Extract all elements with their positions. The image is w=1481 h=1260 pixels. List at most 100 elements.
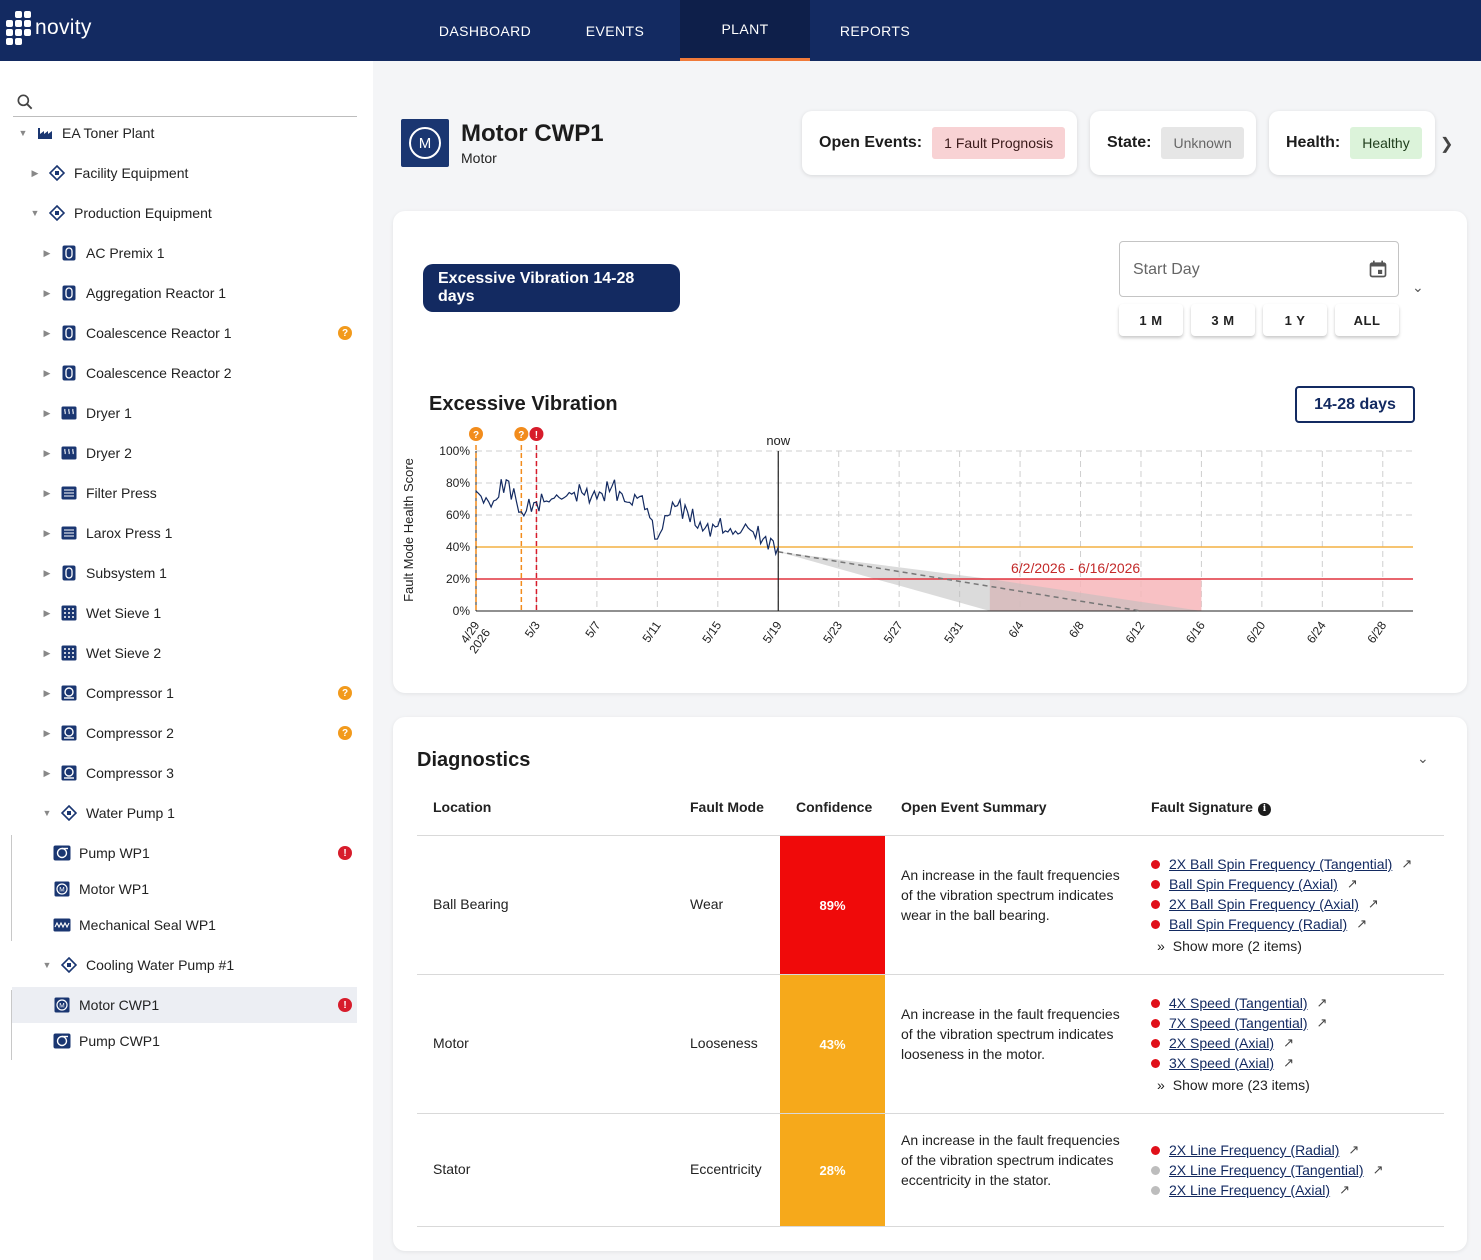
open-external-icon[interactable]: ↗ [1283,1035,1294,1050]
fault-signature-link[interactable]: 2X Line Frequency (Axial) [1169,1182,1331,1198]
open-external-icon[interactable]: ↗ [1316,995,1328,1010]
tree-item[interactable]: ▶ Filter Press [42,475,157,511]
tree-item-label: Facility Equipment [74,165,189,181]
show-more-row[interactable]: » Show more (23 items) [1151,1075,1327,1095]
caret-expanded-icon[interactable]: ▼ [18,128,28,138]
tree-item[interactable]: M Motor WP1 [53,871,149,907]
location-cell: Ball Bearing [433,896,509,912]
tree-item[interactable]: ▶ Coalescence Reactor 1 [42,315,232,351]
severity-dot-icon [1151,899,1160,909]
tree-item[interactable]: ▶ Compressor 1 [42,675,174,711]
chevron-right-icon[interactable]: ❯ [1440,136,1454,153]
open-external-icon[interactable]: ↗ [1339,1182,1350,1197]
fault-signature-link[interactable]: Ball Spin Frequency (Radial) [1169,916,1348,932]
x-tick-label: 5/23 [820,618,845,645]
tree-item[interactable]: ▶ Aggregation Reactor 1 [42,275,227,311]
open-external-icon[interactable]: ↗ [1372,1162,1384,1177]
caret-collapsed-icon[interactable]: ▶ [43,327,51,338]
x-tick-label-part: 6/12 [1123,618,1148,645]
open-events-badge[interactable]: 1 Fault Prognosis [932,127,1066,159]
col-location: Location [433,799,492,815]
caret-collapsed-icon[interactable]: ▶ [43,567,51,578]
open-external-icon[interactable]: ↗ [1356,916,1368,931]
tree-item[interactable]: ▶ Larox Press 1 [42,515,173,551]
tab-plant[interactable]: PLANT [680,0,810,61]
range-1m-button[interactable]: 1 M [1119,304,1183,336]
caret-collapsed-icon[interactable]: ▶ [43,527,51,538]
caret-collapsed-icon[interactable]: ▶ [43,767,51,778]
caret-collapsed-icon[interactable]: ▶ [43,487,51,498]
tree-item[interactable]: ▶ Facility Equipment [30,155,188,191]
tree-item[interactable]: ▶ Subsystem 1 [42,555,167,591]
open-events-card[interactable]: Open Events: 1 Fault Prognosis [802,111,1077,175]
fault-signature-link[interactable]: 4X Speed (Tangential) [1169,995,1308,1011]
fault-signature-link[interactable]: 2X Speed (Axial) [1169,1035,1275,1051]
caret-expanded-icon[interactable]: ▼ [30,208,40,218]
tree-item-label: Coalescence Reactor 1 [86,325,232,341]
tree-item[interactable]: ▶ Wet Sieve 1 [42,595,162,631]
tree-item[interactable]: Pump WP1 [53,835,150,871]
range-3m-button[interactable]: 3 M [1191,304,1255,336]
open-external-icon[interactable]: ↗ [1283,1055,1294,1070]
caret-collapsed-icon[interactable]: ▶ [43,607,51,618]
chevron-down-icon[interactable]: ⌄ [1417,750,1429,766]
tab-events[interactable]: EVENTS [585,22,645,39]
caret-collapsed-icon[interactable]: ▶ [43,447,51,458]
warning-badge-icon: ? [338,326,352,340]
tree-item[interactable]: ▶ Coalescence Reactor 2 [42,355,232,391]
caret-collapsed-icon[interactable]: ▶ [43,647,51,658]
open-external-icon[interactable]: ↗ [1346,876,1358,891]
caret-collapsed-icon[interactable]: ▶ [31,167,39,178]
tree-item[interactable]: ▼ Water Pump 1 [42,795,175,831]
tree-item[interactable]: ▶ Dryer 1 [42,395,132,431]
chevron-down-icon[interactable]: ⌄ [1412,279,1424,295]
tree-item[interactable]: ▶ AC Premix 1 [42,235,165,271]
open-external-icon[interactable]: ↗ [1348,1142,1360,1157]
tree-item[interactable]: ▼ Production Equipment [30,195,212,231]
tree-item-label: Larox Press 1 [86,525,173,541]
tab-dashboard[interactable]: DASHBOARD [438,22,532,39]
caret-collapsed-icon[interactable]: ▶ [43,247,51,258]
tree-search-input[interactable] [13,89,357,117]
calendar-icon[interactable] [1368,259,1388,279]
fault-signature-link[interactable]: Ball Spin Frequency (Axial) [1169,876,1338,892]
fault-signature-link[interactable]: 2X Ball Spin Frequency (Tangential) [1169,856,1393,872]
tree-item[interactable]: ▶ Wet Sieve 2 [42,635,162,671]
caret-collapsed-icon[interactable]: ▶ [43,287,51,298]
fault-signature-item: Ball Spin Frequency (Radial) ↗ [1151,914,1412,934]
severity-dot-icon [1151,1038,1160,1048]
caret-collapsed-icon[interactable]: ▶ [43,687,51,698]
tree-item[interactable]: ▶ Compressor 3 [42,755,174,791]
caret-expanded-icon[interactable]: ▼ [42,808,52,818]
fault-signature-link[interactable]: 7X Speed (Tangential) [1169,1015,1308,1031]
caret-collapsed-icon[interactable]: ▶ [43,367,51,378]
range-all-button[interactable]: ALL [1335,304,1399,336]
x-tick-label: 5/11 [639,618,664,645]
tab-reports[interactable]: REPORTS [839,22,911,39]
tree-item[interactable]: ▼ EA Toner Plant [18,115,155,151]
rul-update: Last RUL update: 05/19/2026 [438,310,595,324]
tree-item[interactable]: Mechanical Seal WP1 [53,907,216,943]
info-icon[interactable]: i [1257,802,1271,816]
tree-item[interactable]: ▶ Compressor 2 [42,715,174,751]
range-1y-button[interactable]: 1 Y [1263,304,1327,336]
show-more-row[interactable]: » Show more (2 items) [1151,936,1412,956]
open-external-icon[interactable]: ↗ [1316,1015,1328,1030]
fault-signature-link[interactable]: 2X Ball Spin Frequency (Axial) [1169,896,1359,912]
tree-item[interactable]: ▶ Dryer 2 [42,435,132,471]
fault-signature-link[interactable]: 3X Speed (Axial) [1169,1055,1275,1071]
tree-item[interactable]: M Motor CWP1 [12,987,357,1023]
fault-signature-link[interactable]: 2X Line Frequency (Tangential) [1169,1162,1364,1178]
show-more-link[interactable]: Show more (2 items) [1172,938,1302,954]
show-more-link[interactable]: Show more (23 items) [1172,1077,1310,1093]
open-external-icon[interactable]: ↗ [1367,896,1379,911]
caret-collapsed-icon[interactable]: ▶ [43,407,51,418]
fault-signature-link[interactable]: 2X Line Frequency (Radial) [1169,1142,1340,1158]
caret-collapsed-icon[interactable]: ▶ [43,727,51,738]
start-day-input[interactable]: Start Day [1119,241,1399,297]
novity-logo[interactable]: novity [6,11,92,45]
tree-item[interactable]: ▼ Cooling Water Pump #1 [42,947,234,983]
caret-expanded-icon[interactable]: ▼ [42,960,52,970]
open-external-icon[interactable]: ↗ [1401,856,1413,871]
tree-item[interactable]: Pump CWP1 [53,1023,160,1059]
